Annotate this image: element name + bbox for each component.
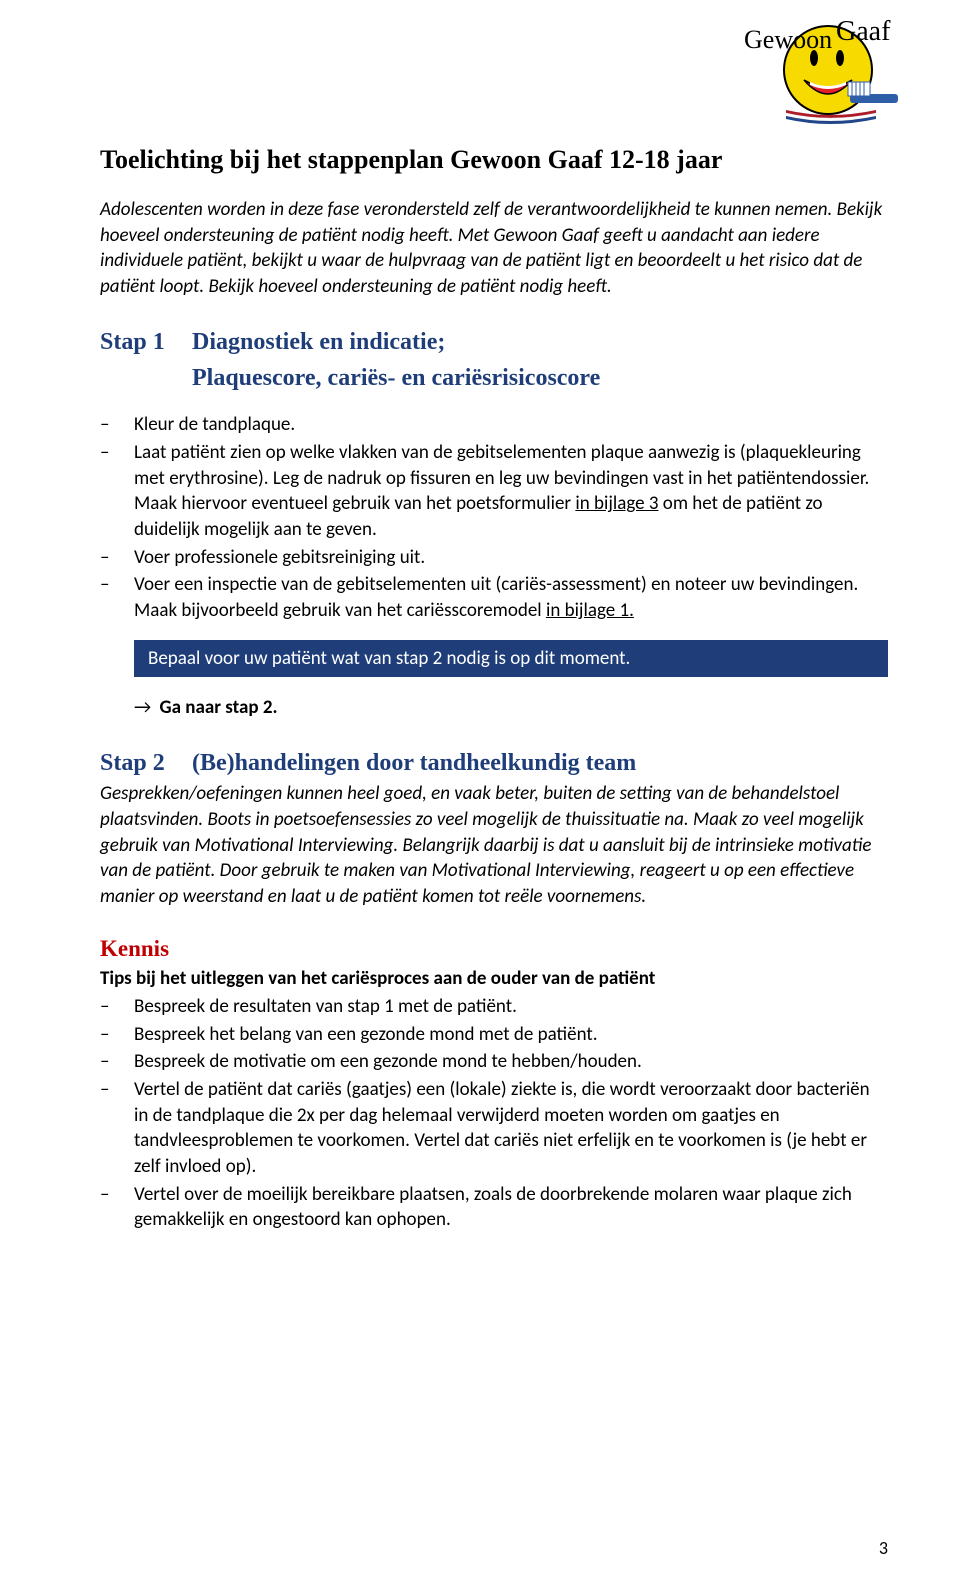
- list-item: Voer professionele gebitsreiniging uit.: [134, 545, 888, 571]
- list-item: Bespreek de resultaten van stap 1 met de…: [134, 994, 888, 1020]
- list-item: Kleur de tandplaque.: [134, 412, 888, 438]
- step2-body: Gesprekken/oefeningen kunnen heel goed, …: [100, 781, 888, 909]
- step1-heading: Stap 1 Diagnostiek en indicatie;: [100, 326, 888, 358]
- intro-paragraph: Adolescenten worden in deze fase veronde…: [100, 197, 888, 300]
- arrow-icon: →: [134, 696, 151, 719]
- list-item: Bespreek de motivatie om een gezonde mon…: [134, 1049, 888, 1075]
- kennis-subheading: Tips bij het uitleggen van het cariëspro…: [100, 966, 888, 992]
- list-item: Voer een inspectie van de gebitselemente…: [134, 572, 888, 623]
- svg-text:Gaaf: Gaaf: [836, 18, 891, 47]
- step1-label: Stap 1: [100, 326, 192, 358]
- step1-list: Kleur de tandplaque. Laat patiënt zien o…: [100, 412, 888, 623]
- step2-title: (Be)handelingen door tandheelkundig team: [192, 747, 636, 779]
- kennis-list: Bespreek de resultaten van stap 1 met de…: [100, 994, 888, 1233]
- callout-box: Bepaal voor uw patiënt wat van stap 2 no…: [134, 640, 888, 678]
- kennis-heading: Kennis: [100, 933, 888, 964]
- step2-label: Stap 2: [100, 747, 192, 779]
- list-item: Laat patiënt zien op welke vlakken van d…: [134, 440, 888, 543]
- goto-step2: → Ga naar stap 2.: [134, 695, 888, 721]
- logo: Gewoon Gaaf: [740, 18, 900, 128]
- text: Voer een inspectie van de gebitselemente…: [134, 573, 858, 622]
- page-title: Toelichting bij het stappenplan Gewoon G…: [100, 142, 888, 177]
- list-item: Bespreek het belang van een gezonde mond…: [134, 1022, 888, 1048]
- goto-text: Ga naar stap 2.: [160, 696, 278, 719]
- step2-heading: Stap 2 (Be)handelingen door tandheelkund…: [100, 747, 888, 779]
- underline-ref: in bijlage 3: [575, 492, 658, 515]
- step1-subtitle: Plaquescore, cariës- en cariësrisicoscor…: [192, 362, 888, 394]
- svg-text:Gewoon: Gewoon: [744, 25, 832, 54]
- step1-title: Diagnostiek en indicatie;: [192, 326, 888, 358]
- list-item: Vertel de patiënt dat cariës (gaatjes) e…: [134, 1077, 888, 1180]
- underline-ref: in bijlage 1.: [546, 599, 634, 622]
- list-item: Vertel over de moeilijk bereikbare plaat…: [134, 1182, 888, 1233]
- page-number: 3: [879, 1536, 888, 1560]
